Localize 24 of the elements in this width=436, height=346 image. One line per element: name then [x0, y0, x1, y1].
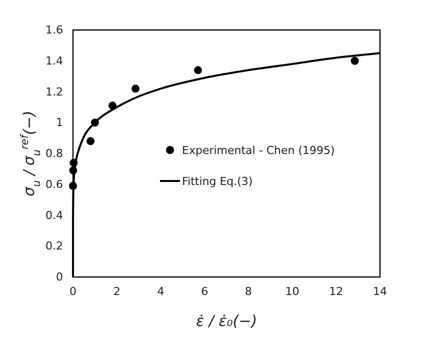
y-tick-label: 0.6 — [46, 178, 63, 191]
x-tick-label: 12 — [329, 284, 344, 298]
y-tick-label: 0.8 — [46, 147, 63, 160]
point — [132, 84, 140, 93]
y-tick-label: 1.2 — [46, 85, 63, 98]
x-tick-label: 4 — [157, 284, 164, 298]
point — [86, 137, 95, 146]
x-tick-label: 10 — [285, 284, 300, 298]
y-tick-label: 1.6 — [46, 24, 63, 37]
x-tick-label: 6 — [201, 284, 208, 298]
y-tick-label: 0.2 — [46, 240, 63, 253]
x-tick-label: 8 — [244, 284, 252, 298]
legend-label: Fitting Eq.(3) — [182, 174, 253, 188]
x-axis-title: ε̇ / ε̇₀(−) — [196, 312, 258, 330]
x-tick-label: 14 — [373, 284, 387, 298]
x-tick-label: 2 — [113, 284, 120, 298]
y-tick-label: 1 — [56, 116, 63, 130]
legend-label: Experimental - Chen (1995) — [182, 144, 335, 157]
x-tick-label: 0 — [70, 284, 76, 298]
y-tick-label: 1.4 — [46, 54, 63, 68]
y-tick-label: 0 — [56, 270, 63, 284]
point — [350, 56, 359, 65]
y-tick-label: 0.4 — [46, 208, 63, 222]
point — [194, 66, 202, 74]
